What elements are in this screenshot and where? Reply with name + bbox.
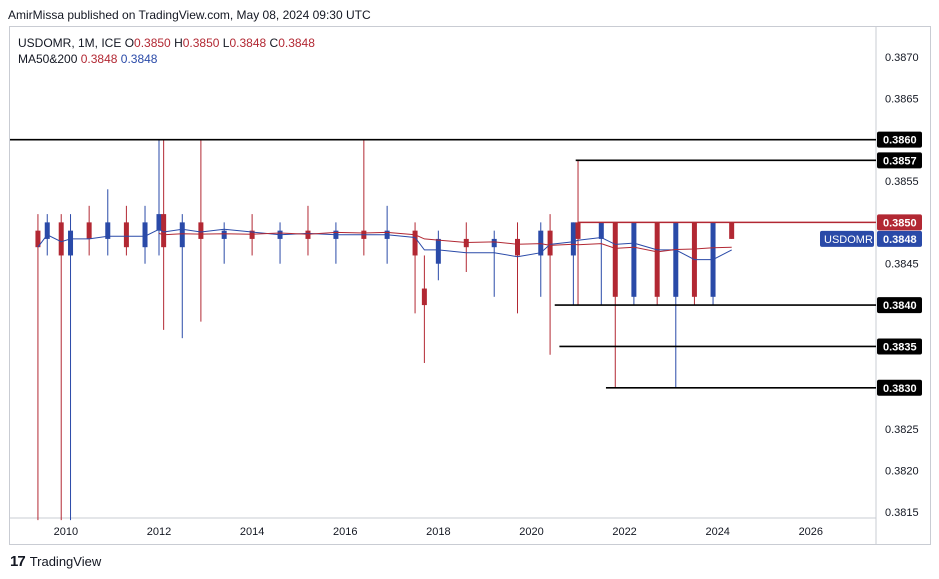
level-tag-0.3840: 0.3840 — [877, 297, 922, 314]
x-tick-label: 2014 — [240, 526, 264, 538]
ohlc-high-label: H — [174, 36, 183, 50]
ma-legend: MA50&200 0.3848 0.3848 — [18, 52, 157, 66]
candle-body — [654, 222, 660, 297]
symbol-tag-label: USDOMR — [824, 234, 873, 246]
symbol-tag-bg — [820, 230, 874, 247]
candle-body — [570, 222, 576, 256]
level-tag-0.3857: 0.3857 — [877, 152, 922, 169]
ohlc-open-value: 0.3850 — [134, 36, 171, 50]
brand-name: TradingView — [29, 554, 102, 569]
x-tick-label: 2012 — [147, 526, 171, 538]
candle-body — [421, 288, 427, 306]
level-tag-bg — [877, 297, 922, 314]
candle-body — [435, 238, 441, 264]
y-tick-label: 0.3870 — [885, 52, 919, 64]
ohlc-high-value: 0.3850 — [182, 36, 220, 50]
y-tick-label: 0.3815 — [885, 507, 919, 519]
candle-body — [673, 222, 679, 297]
candle-body — [86, 222, 92, 239]
ma200-value: 0.3848 — [120, 52, 158, 66]
candle-body — [575, 222, 581, 239]
y-tick-label: 0.3825 — [885, 424, 919, 436]
level-tag-bg — [877, 379, 922, 396]
tradingview-logo-icon: 17 — [10, 553, 26, 570]
candle-body — [221, 230, 227, 239]
candle-body — [249, 230, 255, 239]
candle-body — [631, 222, 637, 297]
candle-body — [729, 222, 735, 239]
level-tag-0.3850: 0.3850 — [877, 214, 922, 231]
x-tick-label: 2018 — [426, 526, 450, 538]
x-tick-label: 2010 — [54, 526, 78, 538]
publish-header: AmirMissa published on TradingView.com, … — [8, 8, 371, 22]
level-tag-text: 0.3840 — [883, 300, 917, 312]
x-tick-label: 2024 — [705, 526, 729, 538]
level-tag-0.3860: 0.3860 — [877, 131, 922, 148]
level-tag-bg — [877, 338, 922, 355]
level-tag-bg — [877, 131, 922, 148]
level-tag-text: 0.3860 — [883, 135, 917, 147]
candle-body — [412, 230, 418, 256]
candle-body — [68, 230, 74, 256]
ma50-value: 0.3848 — [80, 52, 118, 66]
symbol-line: USDOMR, 1M, ICE — [18, 36, 122, 50]
candle-body — [58, 222, 64, 256]
ma-label: MA50&200 — [18, 52, 78, 66]
ohlc-close-label: C — [269, 36, 279, 50]
level-tag-0.3830: 0.3830 — [877, 379, 922, 396]
y-tick-label: 0.3820 — [885, 466, 919, 478]
candle-body — [612, 222, 618, 297]
ma200-line — [158, 231, 732, 253]
candle-body — [142, 222, 148, 248]
ohlc-low-value: 0.3848 — [229, 36, 267, 50]
candles-group — [35, 139, 735, 521]
x-tick-label: 2022 — [612, 526, 636, 538]
level-tag-0.3835: 0.3835 — [877, 338, 922, 355]
level-tag-text: 0.3835 — [883, 341, 917, 353]
y-tick-label: 0.3845 — [885, 259, 919, 271]
candle-body — [514, 238, 520, 256]
y-tick-label: 0.3855 — [885, 176, 919, 188]
level-tag-text: 0.3830 — [883, 383, 917, 395]
ohlc-low-label: L — [222, 36, 230, 50]
candle-body — [35, 230, 41, 248]
symbol-legend: USDOMR, 1M, ICE O0.3850 H0.3850 L0.3848 … — [18, 36, 315, 50]
candle-body — [161, 214, 167, 248]
ma50-line — [37, 228, 732, 261]
chart-frame[interactable] — [9, 26, 931, 545]
level-tag-text: 0.3857 — [883, 155, 917, 167]
candle-body — [491, 238, 497, 248]
x-tick-label: 2016 — [333, 526, 357, 538]
price-tag-value: 0.3848 — [883, 234, 917, 246]
candle-body — [547, 230, 553, 256]
level-tag-bg — [877, 152, 922, 169]
candle-body — [123, 222, 129, 248]
candle-body — [538, 230, 544, 256]
x-tick-label: 2020 — [519, 526, 543, 538]
level-tag-bg — [877, 214, 922, 231]
x-tick-label: 2026 — [799, 526, 823, 538]
level-tag-text: 0.3850 — [883, 217, 917, 229]
candle-body — [305, 230, 311, 239]
candle-body — [598, 222, 604, 239]
candle-body — [44, 222, 50, 239]
candle-body — [105, 222, 111, 239]
candle-body — [156, 214, 162, 231]
ohlc-open-label: O — [124, 36, 135, 50]
candle-body — [179, 222, 185, 248]
price-tag-bg — [877, 230, 922, 247]
candle-body — [198, 222, 204, 239]
y-tick-label: 0.3865 — [885, 93, 919, 105]
footer-brand[interactable]: 17 TradingView — [10, 553, 101, 570]
candle-body — [463, 238, 469, 248]
ohlc-close-value: 0.3848 — [278, 36, 315, 50]
